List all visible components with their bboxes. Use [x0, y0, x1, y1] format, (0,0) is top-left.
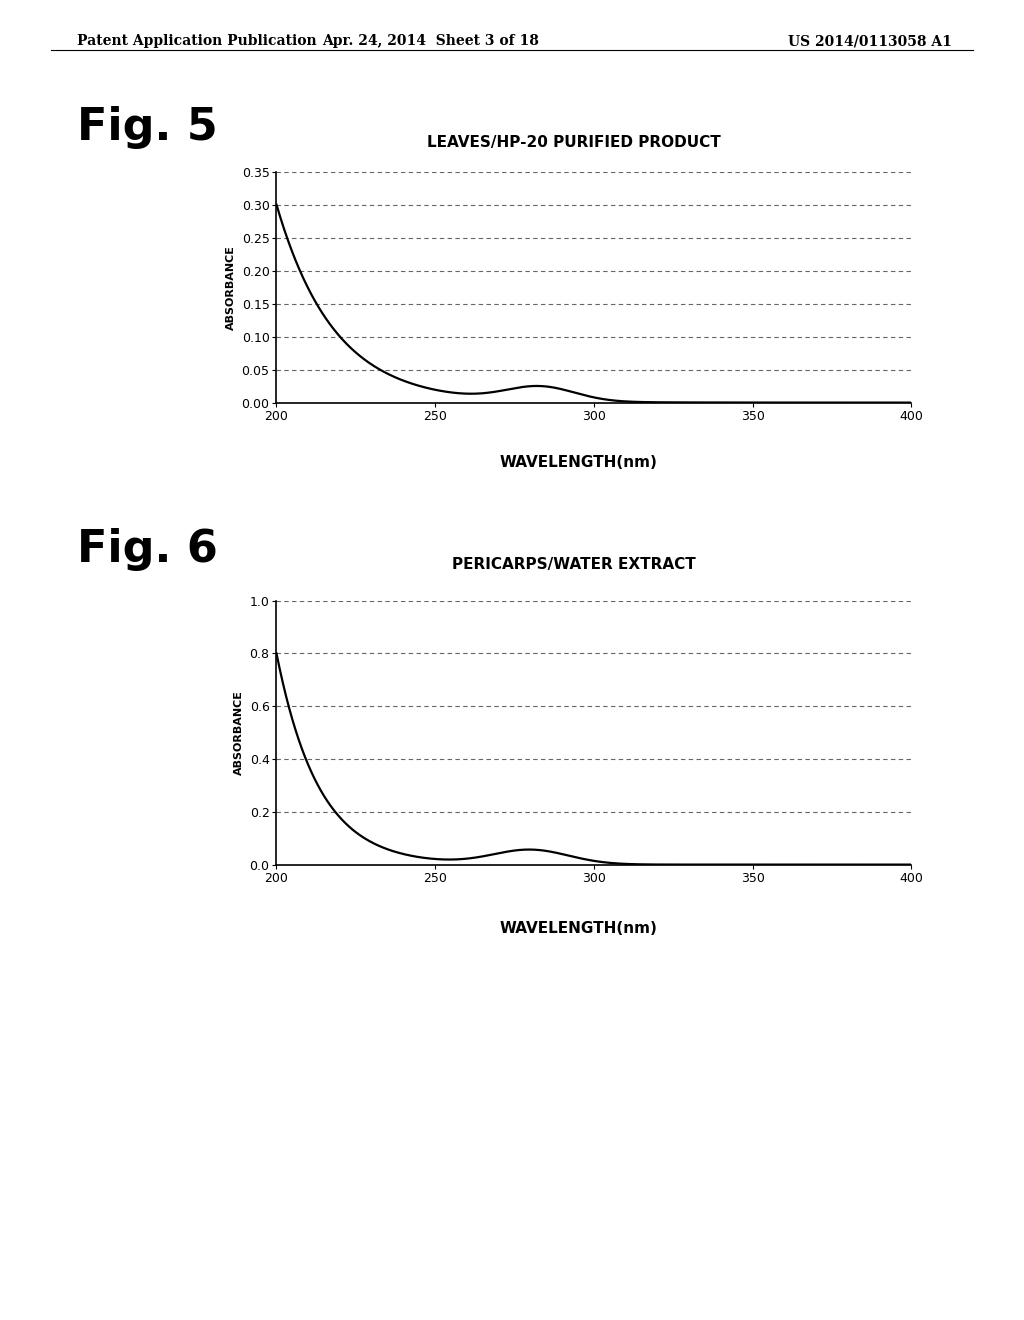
Text: WAVELENGTH(nm): WAVELENGTH(nm) — [500, 921, 657, 936]
Text: PERICARPS/WATER EXTRACT: PERICARPS/WATER EXTRACT — [452, 557, 695, 572]
Text: Fig. 5: Fig. 5 — [77, 106, 217, 149]
Text: Fig. 6: Fig. 6 — [77, 528, 218, 572]
Text: US 2014/0113058 A1: US 2014/0113058 A1 — [788, 34, 952, 49]
Y-axis label: ABSORBANCE: ABSORBANCE — [233, 690, 244, 775]
Text: WAVELENGTH(nm): WAVELENGTH(nm) — [500, 455, 657, 470]
Text: Apr. 24, 2014  Sheet 3 of 18: Apr. 24, 2014 Sheet 3 of 18 — [322, 34, 539, 49]
Y-axis label: ABSORBANCE: ABSORBANCE — [226, 244, 236, 330]
Text: LEAVES/HP-20 PURIFIED PRODUCT: LEAVES/HP-20 PURIFIED PRODUCT — [427, 135, 720, 149]
Text: Patent Application Publication: Patent Application Publication — [77, 34, 316, 49]
